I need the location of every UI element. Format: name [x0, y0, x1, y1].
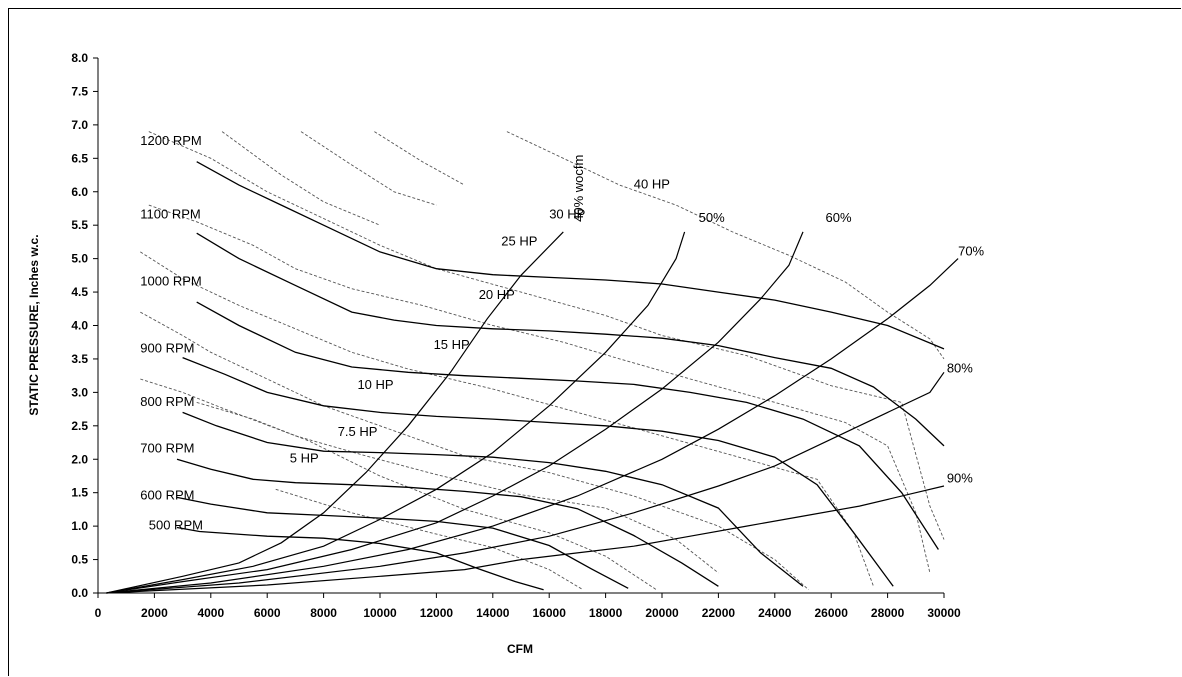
y-tick-label: 3.0: [71, 385, 88, 399]
hp-curve: [196, 401, 657, 591]
curve-label: 7.5 HP: [338, 424, 378, 439]
efficiency-line: [106, 371, 945, 594]
curve-label: 20 HP: [479, 287, 515, 302]
hp-curve: [374, 131, 465, 186]
y-axis-title: STATIC PRESSURE, Inches w.c.: [27, 234, 41, 415]
x-tick-label: 4000: [197, 606, 224, 620]
x-tick-label: 28000: [871, 606, 905, 620]
x-tick-label: 6000: [254, 606, 281, 620]
curve-label: 70%: [958, 243, 984, 258]
hp-curve: [506, 131, 945, 360]
hp-curves: [140, 131, 945, 591]
x-tick-label: 22000: [702, 606, 736, 620]
efficiency-lines: [106, 231, 959, 594]
y-tick-label: 8.0: [71, 51, 88, 65]
curve-label: 40 HP: [634, 176, 670, 191]
curve-label: 900 RPM: [140, 340, 194, 355]
curve-label: 600 RPM: [140, 487, 194, 502]
x-tick-label: 24000: [758, 606, 792, 620]
curve-label: 5 HP: [290, 451, 319, 466]
rpm-curve: [196, 161, 945, 350]
rpm-curves: [176, 161, 945, 591]
efficiency-line: [106, 231, 804, 594]
y-tick-label: 6.0: [71, 185, 88, 199]
y-tick-label: 3.5: [71, 352, 88, 366]
y-tick-label: 2.5: [71, 419, 88, 433]
curve-label: 800 RPM: [140, 394, 194, 409]
y-tick-label: 2.0: [71, 452, 88, 466]
curve-label: 1000 RPM: [140, 273, 201, 288]
y-tick-label: 7.5: [71, 84, 88, 98]
y-tick-label: 5.0: [71, 252, 88, 266]
rpm-curve: [176, 496, 629, 589]
x-tick-label: 0: [95, 606, 102, 620]
hp-curve: [140, 378, 719, 574]
x-tick-label: 18000: [589, 606, 623, 620]
hp-curve: [148, 204, 931, 574]
curve-label: 15 HP: [434, 337, 470, 352]
x-tick-label: 8000: [310, 606, 337, 620]
x-tick-label: 30000: [927, 606, 961, 620]
y-tick-label: 5.5: [71, 218, 88, 232]
efficiency-line: [106, 485, 945, 594]
curve-label: 80%: [947, 360, 973, 375]
efficiency-line: [106, 231, 686, 594]
x-tick-label: 10000: [363, 606, 397, 620]
curve-label: 10 HP: [357, 377, 393, 392]
rpm-curve: [182, 356, 894, 587]
x-tick-label: 2000: [141, 606, 168, 620]
x-tick-label: 12000: [420, 606, 454, 620]
hp-curve: [221, 131, 381, 226]
efficiency-40-label: 40% wocfm: [571, 155, 586, 222]
rpm-curve: [196, 301, 939, 550]
x-tick-label: 26000: [815, 606, 849, 620]
curve-label: 1200 RPM: [140, 133, 201, 148]
curve-label: 1100 RPM: [140, 207, 200, 222]
chart-frame: [8, 8, 1181, 676]
hp-curve: [140, 311, 809, 591]
curve-label: 90%: [947, 471, 973, 486]
y-tick-label: 7.0: [71, 118, 88, 132]
y-tick-label: 0.5: [71, 553, 88, 567]
hp-curve: [275, 488, 584, 591]
hp-curve: [148, 131, 945, 540]
y-tick-label: 6.5: [71, 151, 88, 165]
curve-label: 30 HP: [549, 207, 585, 222]
rpm-curve: [182, 411, 804, 587]
hp-curve: [140, 251, 874, 587]
curve-label: 50%: [699, 210, 725, 225]
y-tick-label: 4.5: [71, 285, 88, 299]
curve-label: 500 RPM: [149, 517, 203, 532]
rpm-curve: [176, 526, 544, 591]
x-axis-title: CFM: [507, 642, 533, 656]
efficiency-line: [106, 231, 564, 594]
x-tick-label: 16000: [533, 606, 567, 620]
y-tick-label: 1.0: [71, 519, 88, 533]
x-tick-label: 20000: [645, 606, 679, 620]
y-tick-label: 4.0: [71, 319, 88, 333]
x-tick-label: 14000: [476, 606, 510, 620]
y-tick-label: 0.0: [71, 586, 88, 600]
efficiency-line: [106, 258, 959, 594]
ticks: 0 2000 4000 6000 8000 10000 12000 14000 16000 180…: [71, 51, 961, 620]
hp-curve: [300, 131, 437, 206]
curve-label: 25 HP: [501, 233, 537, 248]
y-tick-label: 1.5: [71, 486, 88, 500]
curve-labels: 1200 RPM 1100 RPM 1000 RPM 900 RPM 800 RPM 70…: [140, 133, 984, 533]
curve-label: 60%: [826, 210, 852, 225]
curve-label: 700 RPM: [140, 441, 194, 456]
rpm-curve: [196, 232, 945, 447]
